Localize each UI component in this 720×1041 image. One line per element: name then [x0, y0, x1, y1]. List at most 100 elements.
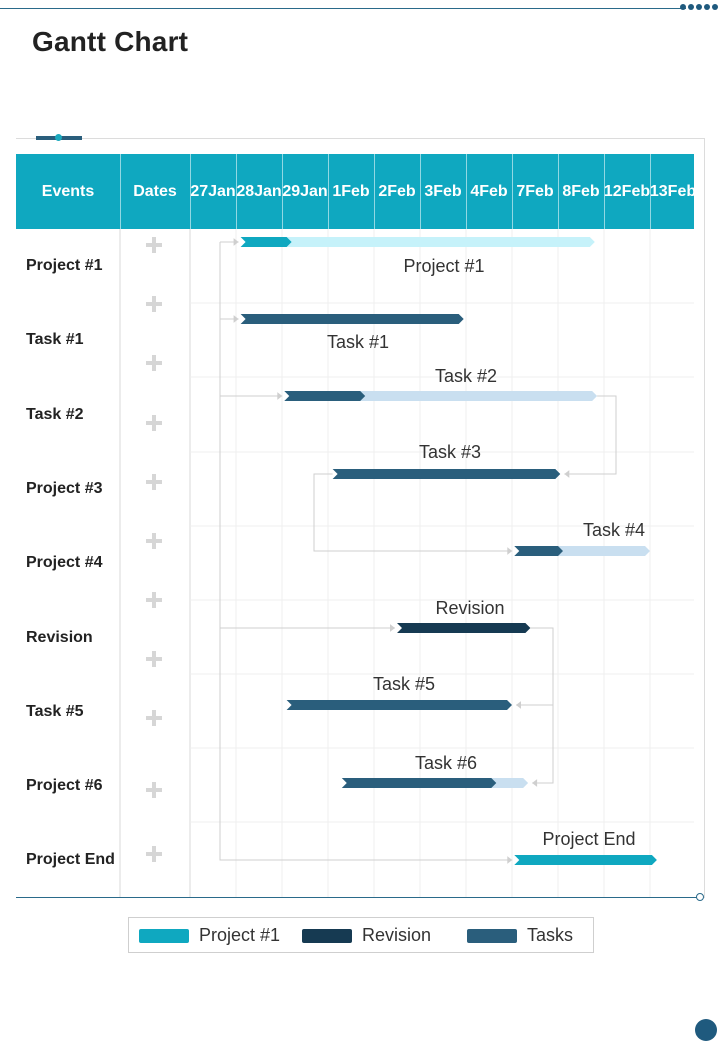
chart-frame [16, 138, 705, 898]
date-header-day: 29 [282, 183, 301, 200]
connector-arrow [390, 624, 395, 632]
table-header [16, 154, 694, 229]
plus-marker [146, 415, 162, 431]
bottom-rule [16, 897, 698, 898]
top-rule [0, 8, 686, 9]
event-label: Revision [26, 629, 93, 646]
bar-label: Task #5 [373, 674, 435, 694]
legend-item-tasks: Tasks [467, 925, 573, 946]
date-header-month: Jan [208, 183, 236, 200]
header-divider [558, 154, 559, 229]
plus-marker [146, 592, 162, 608]
connector-arrow [564, 470, 570, 478]
connector-arrow [516, 701, 521, 709]
legend-item-project: Project #1 [139, 925, 280, 946]
legend-swatch-project [139, 928, 189, 943]
header-divider [120, 154, 121, 229]
legend-swatch-revision [302, 928, 352, 943]
plus-marker [146, 296, 162, 312]
header-divider [282, 154, 283, 229]
date-header-day: 7 [516, 183, 526, 200]
date-header-cell: 29 Jan [282, 154, 328, 229]
connector-arrow [233, 238, 239, 246]
plus-marker [146, 846, 162, 862]
connector-arrow [277, 392, 283, 400]
date-header-cell: 8 Feb [558, 154, 604, 229]
date-header-cell: 7 Feb [512, 154, 558, 229]
bar-label: Task #6 [415, 753, 477, 773]
date-header-cell: 28 Jan [236, 154, 282, 229]
date-header-day: 27 [190, 183, 209, 200]
date-header-day: 28 [236, 183, 255, 200]
connector-line [564, 395, 617, 475]
date-header-day: 13 [649, 183, 668, 200]
bar-label: Task #4 [583, 520, 645, 540]
bar-label: Revision [435, 598, 504, 618]
gantt-bar-progress [284, 391, 366, 401]
plus-marker [146, 651, 162, 667]
event-label: Project #6 [26, 777, 103, 794]
header-divider [190, 154, 191, 229]
date-header-cell: 13 Feb [650, 154, 696, 229]
page-title: Gantt Chart [32, 26, 189, 57]
date-header-month: Feb [621, 183, 651, 200]
gantt-bar-progress [341, 778, 497, 788]
connector-arrow [532, 779, 538, 787]
header-divider [328, 154, 329, 229]
legend-label-tasks: Tasks [527, 925, 574, 945]
legend-label-project: Project #1 [199, 925, 281, 945]
bar-labels: Project #1 Task #1 Task #2 Task #3 Task #4 Re… [327, 256, 645, 849]
gantt-bar-progress [240, 237, 292, 247]
bottom-rule-dot [696, 893, 704, 901]
header-divider [420, 154, 421, 229]
date-header-day: 12 [603, 183, 622, 200]
date-header-month: Feb [479, 183, 508, 200]
connector-arrow [507, 547, 513, 555]
date-header-month: Jan [300, 183, 328, 200]
bar-label: Project #1 [403, 256, 484, 276]
date-header-cell: 2 Feb [374, 154, 420, 229]
event-label: Project #3 [26, 480, 103, 497]
date-header-day: 4 [470, 183, 480, 200]
date-header-month: Feb [667, 183, 697, 200]
legend: Project #1 Revision Tasks [128, 917, 594, 953]
event-label: Project #1 [26, 257, 103, 274]
date-header-day: 2 [378, 183, 388, 200]
gantt-bar [240, 314, 464, 324]
frame-accent-dot [55, 134, 62, 141]
gantt-bar [286, 700, 512, 710]
date-header-cell: 3 Feb [420, 154, 466, 229]
plus-marker [146, 474, 162, 490]
grid [119, 229, 694, 897]
header-divider [512, 154, 513, 229]
gantt-bar [397, 623, 531, 633]
header-divider [466, 154, 467, 229]
date-header-month: Feb [571, 183, 600, 200]
bar-label: Task #1 [327, 332, 389, 352]
connector-line [313, 473, 513, 552]
date-header-month: Jan [254, 183, 282, 200]
gantt-bar [514, 855, 657, 865]
legend-label-revision: Revision [362, 925, 432, 945]
date-header-cell: 1 Feb [328, 154, 374, 229]
header-divider [374, 154, 375, 229]
plus-marker [146, 237, 162, 253]
top-dots-ornament [680, 4, 718, 10]
date-header-cell: 4 Feb [466, 154, 512, 229]
plus-marker [146, 533, 162, 549]
corner-dot [695, 1019, 717, 1041]
event-label: Task #5 [26, 703, 84, 720]
date-header-day: 3 [424, 183, 434, 200]
bar-label: Project End [542, 829, 635, 849]
gantt-bar-remaining [240, 237, 595, 247]
date-header-month: Feb [341, 183, 370, 200]
bars [240, 237, 657, 865]
header-divider [604, 154, 605, 229]
date-header-cell: 27 Jan [190, 154, 236, 229]
event-label: Project #4 [26, 554, 103, 571]
header-divider [650, 154, 651, 229]
header-events: Events [41, 183, 95, 200]
header-dates: Dates [133, 183, 177, 200]
date-header-month: Feb [433, 183, 462, 200]
